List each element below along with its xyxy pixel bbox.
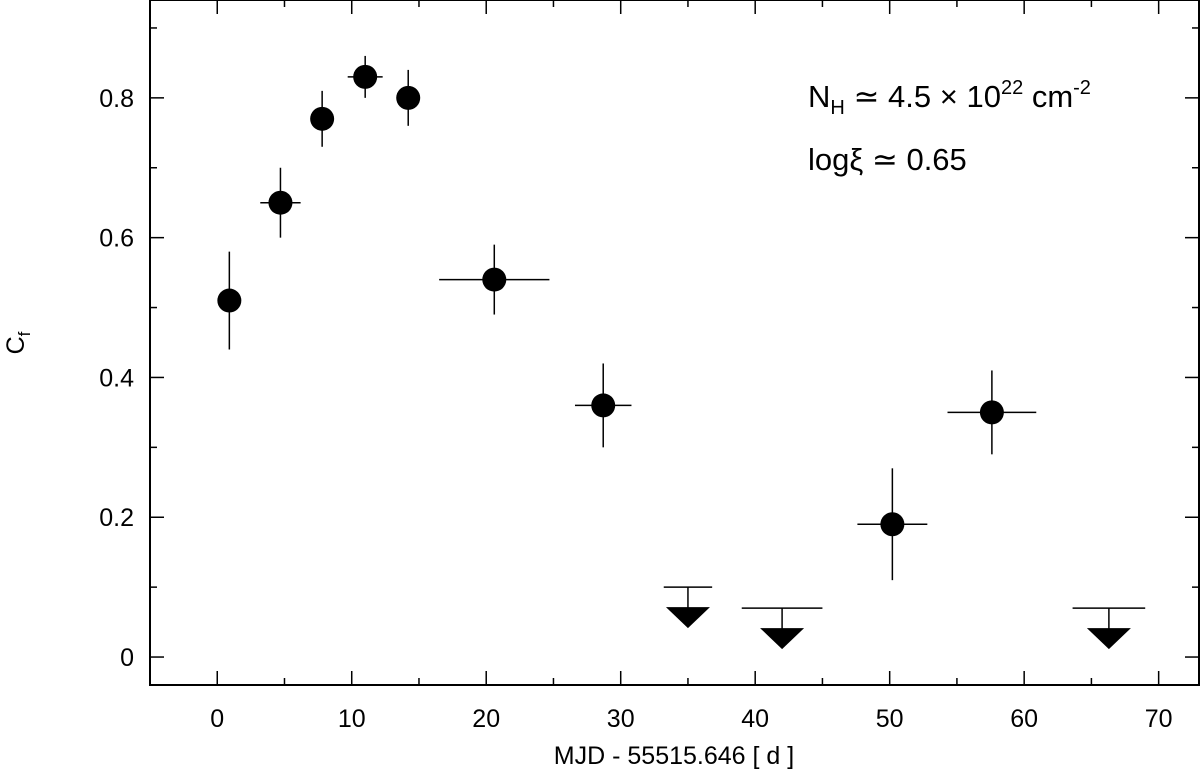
plot-frame [149,0,1200,686]
x-tick-label: 0 [210,705,224,733]
data-marks [217,55,1146,650]
y-tick-label: 0.6 [99,225,134,253]
x-tick-label: 60 [1010,705,1038,733]
y-axis-title: Cf [2,331,34,354]
x-axis-title: MJD - 55515.646 [ d ] [554,742,794,770]
x-tick-label: 30 [607,705,635,733]
logxi-annotation: logξ ≃ 0.65 [808,142,967,177]
axis-tick-labels: 0 10 20 30 40 50 60 70 0 0.2 0.4 0.6 0.8 [99,85,1172,733]
y-tick-label: 0 [120,644,134,672]
data-point [353,64,378,89]
x-tick-label: 40 [741,705,769,733]
data-point [396,85,421,110]
data-point [268,190,293,215]
upper-limit-arrow [760,628,805,650]
x-tick-label: 50 [876,705,904,733]
y-tick-label: 0.4 [99,364,134,392]
y-tick-label: 0.2 [99,504,134,532]
x-tick-label: 70 [1145,705,1173,733]
x-tick-label: 10 [338,705,366,733]
data-point [310,106,335,131]
nh-annotation: NH ≃ 4.5 × 1022 cm-2 [808,77,1091,119]
data-point [880,512,905,537]
upper-limit-arrow [665,607,710,629]
upper-limit-arrow [1086,628,1131,650]
data-point [217,288,242,313]
data-point [482,267,507,292]
data-point [591,393,616,418]
y-tick-label: 0.8 [99,85,134,113]
axis-ticks [150,0,1199,685]
data-point [979,400,1004,425]
x-tick-label: 20 [472,705,500,733]
